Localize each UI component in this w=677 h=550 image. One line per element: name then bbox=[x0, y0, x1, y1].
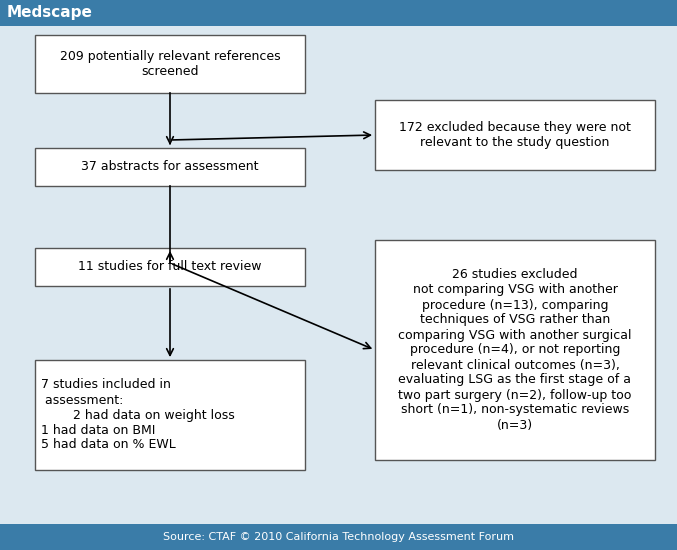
Text: Medscape: Medscape bbox=[7, 6, 93, 20]
Bar bbox=[0, 524, 677, 550]
Text: 209 potentially relevant references
screened: 209 potentially relevant references scre… bbox=[60, 50, 280, 78]
Bar bbox=[35, 148, 305, 186]
Text: 37 abstracts for assessment: 37 abstracts for assessment bbox=[81, 161, 259, 173]
Bar bbox=[375, 100, 655, 170]
Bar bbox=[35, 248, 305, 286]
Text: 7 studies included in
 assessment:
        2 had data on weight loss
1 had data : 7 studies included in assessment: 2 had … bbox=[41, 378, 235, 452]
Bar bbox=[35, 360, 305, 470]
Bar bbox=[35, 35, 305, 93]
Text: 11 studies for full text review: 11 studies for full text review bbox=[79, 261, 262, 273]
Text: Source: CTAF © 2010 California Technology Assessment Forum: Source: CTAF © 2010 California Technolog… bbox=[163, 532, 514, 542]
Text: 172 excluded because they were not
relevant to the study question: 172 excluded because they were not relev… bbox=[399, 121, 631, 149]
Bar bbox=[0, 0, 677, 26]
Bar bbox=[375, 240, 655, 460]
Text: 26 studies excluded
not comparing VSG with another
procedure (n=13), comparing
t: 26 studies excluded not comparing VSG wi… bbox=[398, 268, 632, 432]
